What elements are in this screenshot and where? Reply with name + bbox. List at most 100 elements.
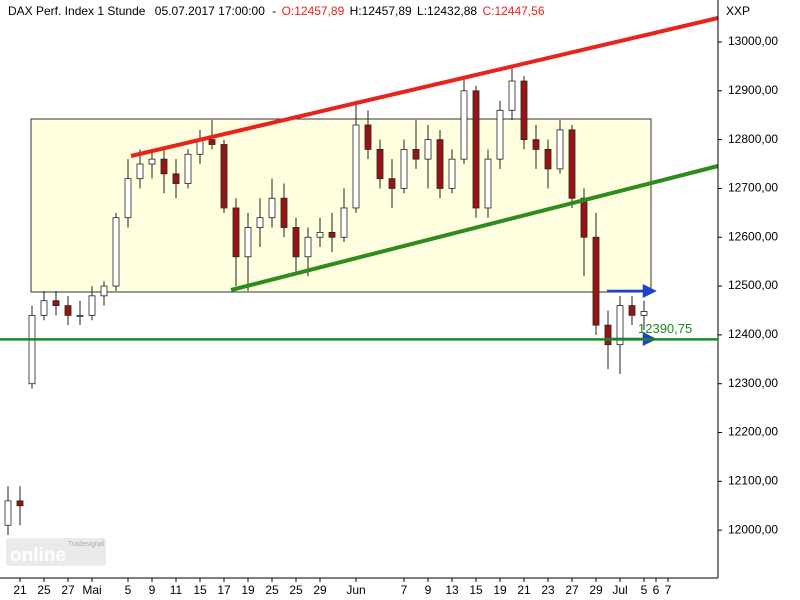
candle-body — [172, 173, 180, 184]
candle-body — [220, 144, 228, 209]
watermark-box — [6, 538, 106, 566]
y-tick-label: 12700,00 — [728, 181, 778, 195]
candle-body — [244, 227, 252, 258]
x-tick-label: Mai — [82, 583, 101, 597]
y-tick-label: 12500,00 — [728, 278, 778, 292]
header-dash: - — [272, 4, 276, 18]
y-tick-label: 12900,00 — [728, 83, 778, 97]
header-open: O:12457,89 — [282, 4, 345, 18]
header-datetime: 05.07.2017 17:00:00 — [155, 4, 265, 18]
candle-body — [328, 231, 336, 238]
candle-body — [208, 139, 216, 145]
header-low: L:12432,88 — [417, 4, 477, 18]
x-tick-label: 29 — [589, 583, 603, 597]
candle-body — [544, 148, 552, 170]
candle-body — [364, 124, 372, 150]
x-tick-label: 7 — [665, 583, 672, 597]
x-tick-label: 27 — [61, 583, 75, 597]
arrow-head — [642, 283, 657, 299]
candle-body — [448, 158, 456, 189]
x-tick-label: 27 — [565, 583, 579, 597]
candle-body — [436, 139, 444, 189]
y-tick-label: 12100,00 — [728, 474, 778, 488]
y-tick-label: 12600,00 — [728, 229, 778, 243]
candle-body — [232, 207, 240, 258]
candle-body — [28, 314, 36, 385]
x-tick-label: 25 — [265, 583, 279, 597]
candle-body — [424, 139, 432, 160]
candle-body — [640, 311, 648, 316]
trendline-red — [130, 16, 719, 158]
x-tick-label: 21 — [13, 583, 27, 597]
candle-body — [532, 139, 540, 150]
x-tick-label: 5 — [641, 583, 648, 597]
x-tick-label: 23 — [541, 583, 555, 597]
x-tick-label: 6 — [653, 583, 660, 597]
candle-body — [316, 231, 324, 238]
x-tick-label: 11 — [170, 583, 183, 597]
x-tick-label: 15 — [193, 583, 207, 597]
candle-body — [112, 217, 120, 287]
candle-body — [52, 300, 60, 306]
candle-body — [388, 178, 396, 189]
candle-body — [376, 148, 384, 180]
candle-body — [16, 500, 24, 507]
candle-body — [124, 178, 132, 219]
x-tick-label: 29 — [313, 583, 327, 597]
candle-body — [64, 305, 72, 316]
candle-body — [472, 90, 480, 209]
x-tick-label: 7 — [401, 583, 408, 597]
symbol: XXP — [726, 4, 750, 18]
candle-body — [40, 300, 48, 316]
candle-body — [496, 109, 504, 160]
watermark-big: online — [10, 545, 66, 566]
header-close: C:12447,56 — [482, 4, 544, 18]
candle-body — [136, 163, 144, 180]
candle-body — [160, 158, 168, 175]
x-tick-label: 25 — [289, 583, 303, 597]
x-tick-label: 5 — [125, 583, 132, 597]
candle-body — [76, 314, 84, 317]
candle-body — [412, 148, 420, 160]
x-tick-label: 9 — [425, 583, 432, 597]
y-tick-label: 12000,00 — [728, 522, 778, 536]
candle-body — [460, 90, 468, 160]
y-tick-label: 13000,00 — [728, 34, 778, 48]
x-tick-label: 15 — [469, 583, 483, 597]
x-tick-label: 25 — [37, 583, 51, 597]
plot — [4, 66, 648, 536]
candle-body — [604, 324, 612, 346]
header-title: DAX Perf. Index 1 Stunde — [8, 4, 146, 18]
candle-body — [184, 153, 192, 184]
candle-body — [592, 236, 600, 326]
x-tick-label: Jul — [612, 583, 627, 597]
watermark: Tradesignal online — [6, 538, 106, 566]
candle-body — [556, 129, 564, 170]
support-label: 12390,75 — [638, 321, 692, 336]
candle-body — [616, 305, 624, 346]
candle-body — [520, 80, 528, 141]
x-tick-label: 19 — [241, 583, 255, 597]
candle-body — [4, 500, 12, 526]
y-tick-label: 12200,00 — [728, 425, 778, 439]
header-high: H:12457,89 — [350, 4, 412, 18]
y-tick-label: 12800,00 — [728, 132, 778, 146]
watermark-small: Tradesignal — [68, 541, 105, 548]
candle-body — [100, 285, 108, 297]
x-tick-label: 19 — [493, 583, 507, 597]
trendline-green — [230, 164, 719, 292]
candle-body — [580, 197, 588, 238]
candle-body — [352, 124, 360, 209]
x-tick-label: 9 — [149, 583, 156, 597]
x-tick-label: Jun — [346, 583, 365, 597]
x-tick-label: 13 — [445, 583, 459, 597]
candle-body — [304, 236, 312, 258]
candle-body — [148, 158, 156, 165]
x-tick-label: 17 — [217, 583, 231, 597]
candle-body — [400, 148, 408, 189]
x-tick-label: 21 — [517, 583, 531, 597]
y-tick-label: 12300,00 — [728, 376, 778, 390]
candle-body — [88, 295, 96, 316]
